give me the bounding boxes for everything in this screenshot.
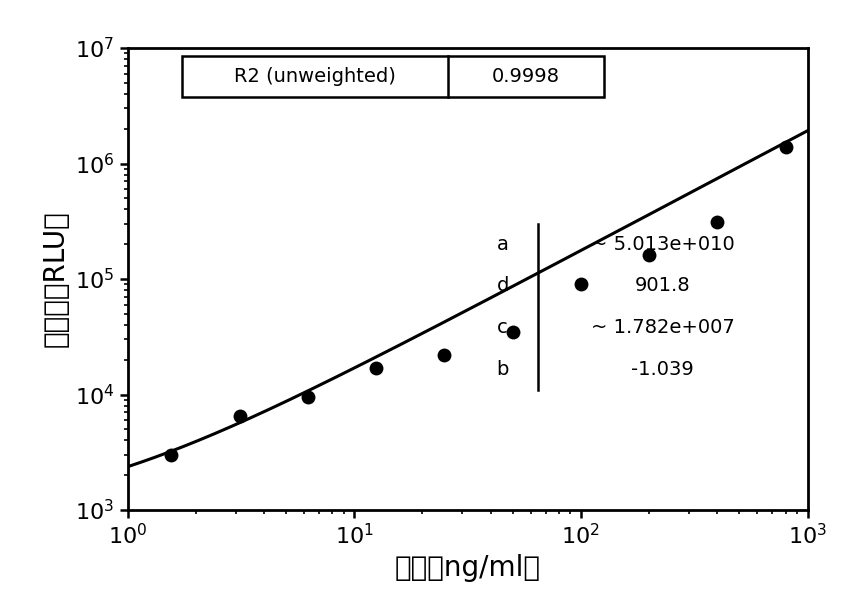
Text: ~ 5.013e+010: ~ 5.013e+010 bbox=[591, 235, 734, 254]
Point bbox=[370, 363, 383, 373]
Text: -1.039: -1.039 bbox=[631, 359, 694, 379]
Point bbox=[574, 280, 587, 289]
Point bbox=[233, 412, 246, 421]
Text: b: b bbox=[496, 359, 509, 379]
FancyBboxPatch shape bbox=[182, 56, 604, 97]
Point bbox=[779, 142, 792, 151]
Point bbox=[643, 251, 656, 260]
Text: 0.9998: 0.9998 bbox=[491, 67, 559, 86]
Y-axis label: 发光値（RLU）: 发光値（RLU） bbox=[42, 211, 69, 347]
Point bbox=[164, 450, 178, 460]
Text: 901.8: 901.8 bbox=[635, 277, 690, 295]
Text: ~ 1.782e+007: ~ 1.782e+007 bbox=[591, 318, 734, 337]
Text: c: c bbox=[497, 318, 508, 337]
Point bbox=[438, 350, 451, 360]
Text: d: d bbox=[496, 277, 509, 295]
Text: R2 (unweighted): R2 (unweighted) bbox=[234, 67, 395, 86]
Point bbox=[506, 327, 519, 337]
Point bbox=[711, 217, 724, 227]
Point bbox=[301, 392, 314, 402]
Text: a: a bbox=[496, 235, 508, 254]
X-axis label: 浓度（ng/ml）: 浓度（ng/ml） bbox=[394, 554, 541, 582]
